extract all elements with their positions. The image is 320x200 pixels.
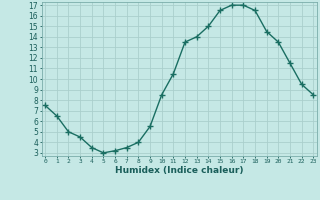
X-axis label: Humidex (Indice chaleur): Humidex (Indice chaleur) — [115, 166, 244, 175]
